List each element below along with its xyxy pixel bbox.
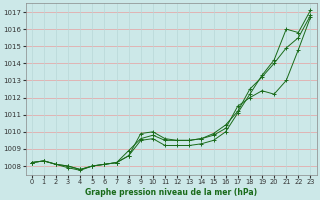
X-axis label: Graphe pression niveau de la mer (hPa): Graphe pression niveau de la mer (hPa): [85, 188, 257, 197]
